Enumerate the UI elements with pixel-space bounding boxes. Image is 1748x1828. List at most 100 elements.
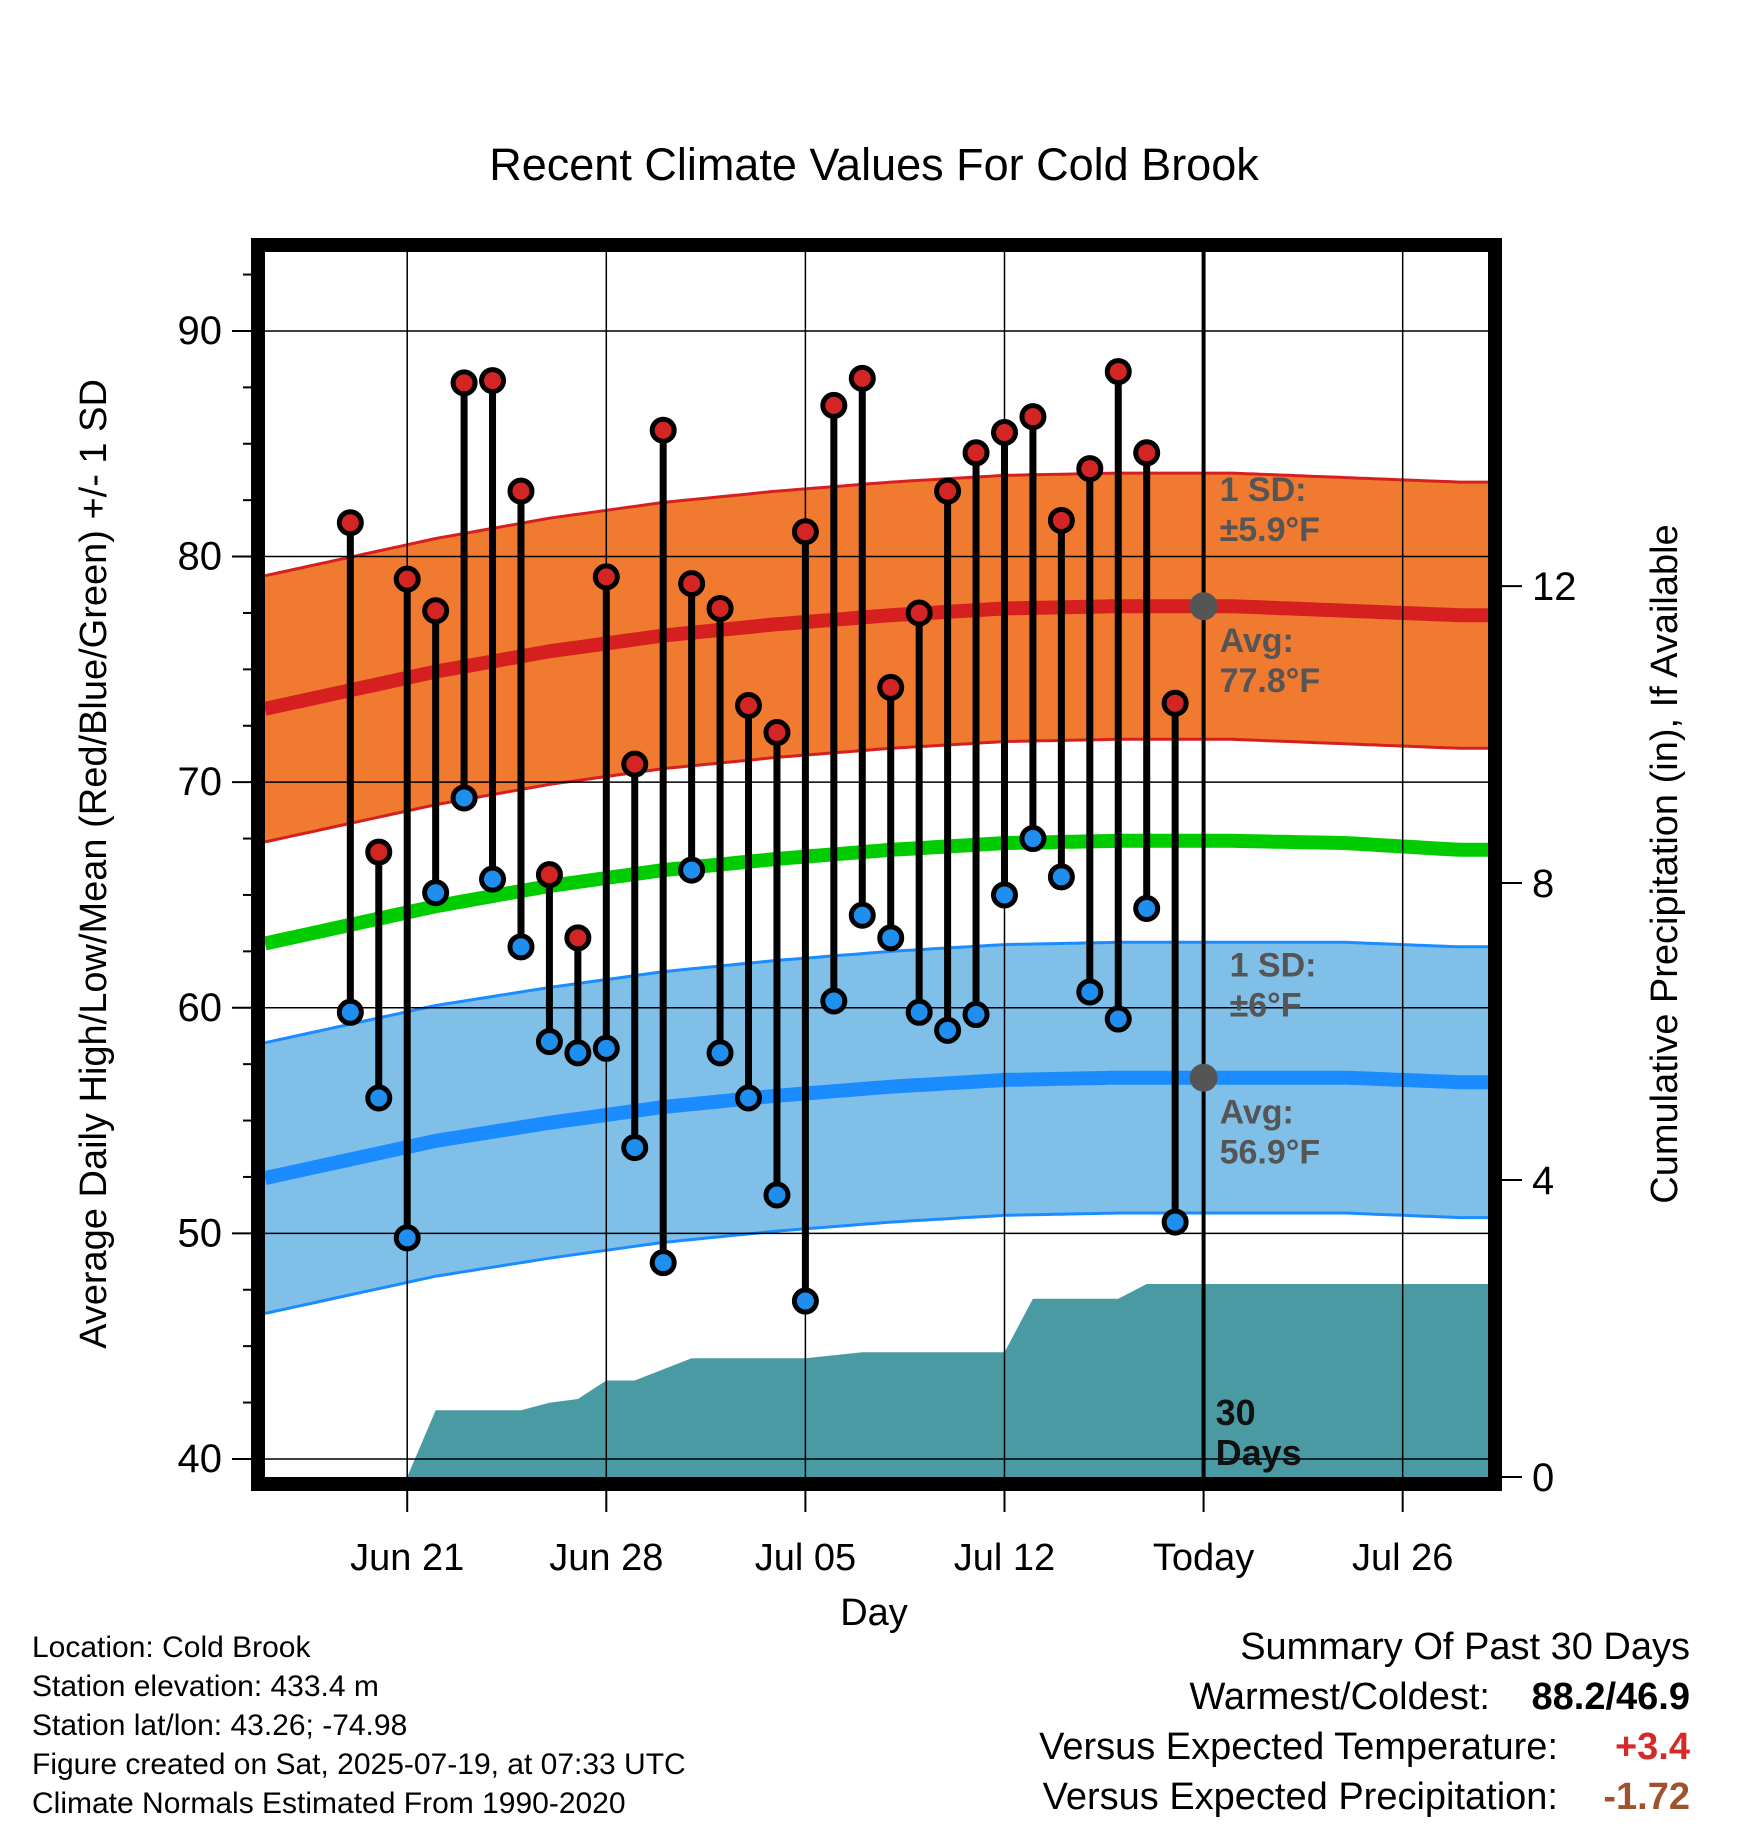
high-point (422, 597, 450, 625)
x-tick-label: Jul 12 (954, 1537, 1055, 1579)
x-axis-label: Day (840, 1592, 908, 1634)
low-point (706, 1039, 734, 1067)
low-point (1104, 1005, 1132, 1033)
high-point (535, 861, 563, 889)
y-tick-label: 70 (178, 760, 223, 804)
high-point (848, 364, 876, 392)
precip-area (407, 1284, 1488, 1477)
y-tick-label: 90 (178, 309, 223, 353)
high-point (365, 838, 393, 866)
high-avg-value: 77.8°F (1220, 662, 1321, 700)
high-point (507, 477, 535, 505)
high-point (564, 924, 592, 952)
high-point (791, 518, 819, 546)
low-sd-label: 1 SD: (1230, 946, 1317, 984)
high-point (1133, 439, 1161, 467)
high-point (735, 691, 763, 719)
low-point (990, 881, 1018, 909)
plot-frame (251, 238, 1502, 1491)
summary-precip-label: Versus Expected Precipitation: (1042, 1776, 1558, 1818)
high-sd-band (265, 473, 1488, 842)
high-normal-line (265, 599, 1488, 716)
x-tick-label: Jun 21 (350, 1537, 464, 1579)
high-point (393, 565, 421, 593)
summary-precip-value: -1.72 (1603, 1776, 1690, 1818)
low-point (535, 1028, 563, 1056)
high-sd-label: 1 SD: (1220, 471, 1307, 509)
low-point (393, 1224, 421, 1252)
low-normal-line (265, 1070, 1488, 1185)
low-point (336, 998, 364, 1026)
y2-tick-label: 4 (1532, 1159, 1554, 1203)
low-point (1047, 863, 1075, 891)
high-point (763, 719, 791, 747)
low-point (507, 933, 535, 961)
low-point (678, 856, 706, 884)
high-point (905, 599, 933, 627)
low-point (564, 1039, 592, 1067)
high-point (592, 563, 620, 591)
low-sd-value: ±6°F (1230, 986, 1302, 1024)
low-point (848, 901, 876, 929)
low-point (450, 784, 478, 812)
high-point (678, 570, 706, 598)
station-info: Location: Cold Brook Station elevation: … (32, 1628, 932, 1823)
summary-temp-row: Versus Expected Temperature: +3.4 (790, 1722, 1690, 1772)
high-sd-value: ±5.9°F (1220, 511, 1320, 549)
low-avg-value: 56.9°F (1220, 1134, 1321, 1172)
x-tick-label: Jul 05 (755, 1537, 856, 1579)
y-tick-label: 50 (178, 1211, 223, 1255)
high-point (1019, 403, 1047, 431)
x-tick-label: Jul 26 (1352, 1537, 1453, 1579)
low-point (791, 1287, 819, 1315)
low-avg-label: Avg: (1220, 1094, 1294, 1132)
x-tick-label: Jun 28 (549, 1537, 663, 1579)
days-label: Days (1216, 1432, 1302, 1473)
summary-warmest-row: Warmest/Coldest: 88.2/46.9 (790, 1672, 1690, 1722)
today-low-avg-marker (1189, 1063, 1218, 1092)
low-point (735, 1084, 763, 1112)
high-point (1076, 455, 1104, 483)
low-point (962, 1001, 990, 1029)
low-point (763, 1181, 791, 1209)
high-avg-label: Avg: (1220, 622, 1294, 660)
x-tick-label: Today (1153, 1537, 1254, 1579)
days-count: 30 (1216, 1392, 1256, 1433)
y2-tick-label: 8 (1532, 862, 1554, 906)
high-point (450, 369, 478, 397)
figure-created: Figure created on Sat, 2025-07-19, at 07… (32, 1748, 686, 1781)
high-point (990, 418, 1018, 446)
high-point (1104, 358, 1132, 386)
low-point (649, 1249, 677, 1277)
high-point (820, 391, 848, 419)
low-point (877, 924, 905, 952)
low-point (1161, 1208, 1189, 1236)
low-point (365, 1084, 393, 1112)
low-point (905, 998, 933, 1026)
low-point (479, 865, 507, 893)
low-point (621, 1134, 649, 1162)
y-axis-label: Average Daily High/Low/Mean (Red/Blue/Gr… (73, 379, 115, 1349)
high-point (962, 439, 990, 467)
high-point (934, 477, 962, 505)
summary-panel: Summary Of Past 30 Days Warmest/Coldest:… (790, 1622, 1690, 1822)
low-sd-band (265, 942, 1488, 1314)
chart-title: Recent Climate Values For Cold Brook (489, 139, 1259, 190)
today-high-avg-marker (1189, 592, 1218, 621)
high-sd-upper-edge (265, 471, 1488, 578)
summary-warmest-label: Warmest/Coldest: (1189, 1676, 1490, 1718)
y-tick-label: 40 (178, 1437, 223, 1481)
y-tick-label: 60 (178, 986, 223, 1030)
high-point (649, 416, 677, 444)
high-point (479, 367, 507, 395)
low-point (934, 1016, 962, 1044)
high-point (336, 509, 364, 537)
station-elevation: Station elevation: 433.4 m (32, 1670, 379, 1703)
y-tick-label: 80 (178, 535, 223, 579)
y2-axis-label: Cumulative Precipitation (in), If Availa… (1644, 524, 1686, 1203)
y2-tick-label: 12 (1532, 565, 1577, 609)
low-point (422, 879, 450, 907)
high-point (1161, 689, 1189, 717)
high-point (1047, 506, 1075, 534)
